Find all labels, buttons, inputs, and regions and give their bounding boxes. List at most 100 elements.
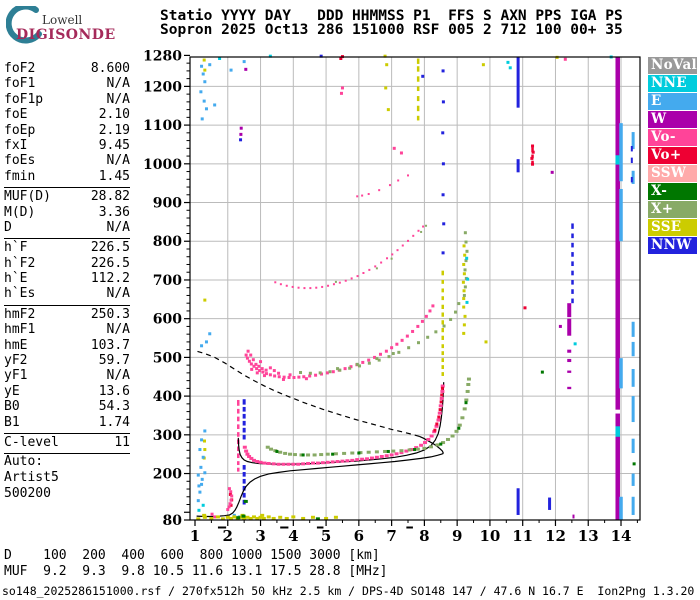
param-label: h`E <box>4 271 28 287</box>
rfi-10.86-NNW <box>516 57 520 515</box>
profile-topside <box>196 350 420 437</box>
y-tick-label: 1000 <box>143 157 182 173</box>
param-row-hf: h`F 226.5 <box>4 240 130 255</box>
param-value: 112.2 <box>90 271 130 287</box>
param-value: 2.10 <box>98 107 130 123</box>
param-label: hmE <box>4 337 28 353</box>
x-tick-label: 6 <box>354 527 364 545</box>
param-label: D <box>4 219 12 235</box>
rfi-13.9-W <box>615 57 620 520</box>
distance-row: D 100 200 400 600 800 1000 1500 3000 [km… <box>4 548 380 563</box>
param-value: 54.3 <box>98 399 130 415</box>
profile-curves <box>196 350 445 518</box>
param-label: yE <box>4 383 20 399</box>
param-label: hmF2 <box>4 306 36 322</box>
param-value: N/A <box>106 286 130 302</box>
rfi-14.33-NNW <box>630 146 633 183</box>
header-line1: Statio YYYY DAY DDD HHMMSS P1 FFS S AXN … <box>160 8 623 24</box>
param-value: 226.5 <box>90 240 130 256</box>
y-tick-label: 200 <box>153 467 182 483</box>
param-row-foe: foE 2.10 <box>4 107 130 122</box>
param-value: N/A <box>106 219 130 235</box>
echo-series <box>196 54 636 521</box>
param-label: B0 <box>4 399 20 415</box>
param-row-fof2: foF2 8.600 <box>4 61 130 76</box>
y-tick-label: 1200 <box>143 79 182 95</box>
x-tick-label: 11 <box>512 527 533 545</box>
param-row-hmf2: hmF2 250.3 <box>4 307 130 322</box>
param-value: 2.19 <box>98 122 130 138</box>
series-2F-O-trace <box>244 304 435 381</box>
param-row-fmin: fmin 1.45 <box>4 169 130 184</box>
param-value: N/A <box>106 368 130 384</box>
param-label: h`F <box>4 240 28 256</box>
param-row-d: D N/A <box>4 220 130 235</box>
rfi-14.37-E <box>631 132 635 515</box>
legend-item-nnw: NNW <box>648 237 697 254</box>
series-lowfreq-lightblue <box>196 60 246 519</box>
param-row-ye: yE 13.6 <box>4 384 130 399</box>
param-label: foF1p <box>4 91 44 107</box>
subaxis-bands <box>217 526 413 529</box>
legend-item-e: E <box>648 93 697 110</box>
x-tick-label: 14 <box>611 527 632 545</box>
param-row-fxi: fxI 9.45 <box>4 138 130 153</box>
muf-row: MUF 9.2 9.3 9.8 10.5 11.6 13.1 17.5 28.8… <box>4 564 388 579</box>
series-F2-X-trace <box>265 377 471 457</box>
x-tick-label: 10 <box>479 527 500 545</box>
param-label: foF2 <box>4 61 36 76</box>
logo-lowell-text: Lowell <box>42 13 83 27</box>
grid <box>190 57 640 520</box>
series-purple-dots <box>239 67 562 328</box>
param-value: 59.7 <box>98 353 130 369</box>
param-value: 28.82 <box>90 189 130 205</box>
param-value: N/A <box>106 153 130 169</box>
rfi-13.9-white-gap <box>615 409 620 414</box>
param-row-hf2: h`F2 226.5 <box>4 256 130 271</box>
interference-columns <box>237 57 635 520</box>
param-label: hmF1 <box>4 322 36 338</box>
x-tick-label: 13 <box>578 527 599 545</box>
param-label: M(D) <box>4 204 36 220</box>
series-3F-green <box>334 224 428 283</box>
series-E-region-pink <box>210 57 567 519</box>
param-value: 11 <box>114 434 130 450</box>
param-row-yf2: yF2 59.7 <box>4 353 130 368</box>
param-label: MUF(D) <box>4 189 51 205</box>
param-value: 250.3 <box>90 306 130 322</box>
param-row-foep: foEp 2.19 <box>4 123 130 138</box>
rfi-12.55-W-bottom <box>572 514 575 519</box>
param-row-foes: foEs N/A <box>4 153 130 168</box>
param-row-yf1: yF1 N/A <box>4 368 130 383</box>
red-11.3 <box>531 147 534 165</box>
x-tick-label: 1 <box>190 527 200 545</box>
x-tick-label: 8 <box>419 527 429 545</box>
param-label: foE <box>4 107 28 123</box>
axes: 1 2 3 4 5 6 7 8 9 10 11 12 13 14802003004005006007008… <box>143 48 641 545</box>
param-row-hmf1: hmF1 N/A <box>4 322 130 337</box>
series-yellow-doppler <box>202 54 559 460</box>
series-bottom-green-dashes <box>236 499 320 521</box>
param-group: MUF(D) 28.82 M(D) 3.36 D N/A <box>4 188 130 240</box>
param-label: yF2 <box>4 353 28 369</box>
param-row-md: M(D) 3.36 <box>4 205 130 220</box>
parameter-panel: foF2 8.600 foF1 N/A foF1p N/A foE 2.10 foEp 2.19 f… <box>4 60 130 501</box>
rfi-13.9-cyan-gaps <box>615 155 620 437</box>
param-row-b0: B0 54.3 <box>4 399 130 414</box>
rfi-12.42-W <box>567 303 572 390</box>
param-value: 3.36 <box>98 204 130 220</box>
x-tick-label: 4 <box>288 527 298 545</box>
param-value: N/A <box>106 322 130 338</box>
param-row-b1: B1 1.74 <box>4 415 130 430</box>
series-nnw-blue-dots <box>239 54 446 255</box>
param-row-fof1p: foF1p N/A <box>4 92 130 107</box>
legend-item-ssw: SSW <box>648 165 697 182</box>
x-tick-label: 3 <box>255 527 265 545</box>
series-bottom-yellow-clutter <box>196 513 338 521</box>
param-group: h`F 226.5 h`F2 226.5 h`E 112.2 h`Es N/A <box>4 239 130 306</box>
param-row-he: h`E 112.2 <box>4 271 130 286</box>
param-value: 9.45 <box>98 137 130 153</box>
auto-line: 500200 <box>4 485 51 501</box>
logo-digisonde-text: DIGISONDE <box>16 27 116 43</box>
cusp-pink-2.32 <box>237 399 240 472</box>
